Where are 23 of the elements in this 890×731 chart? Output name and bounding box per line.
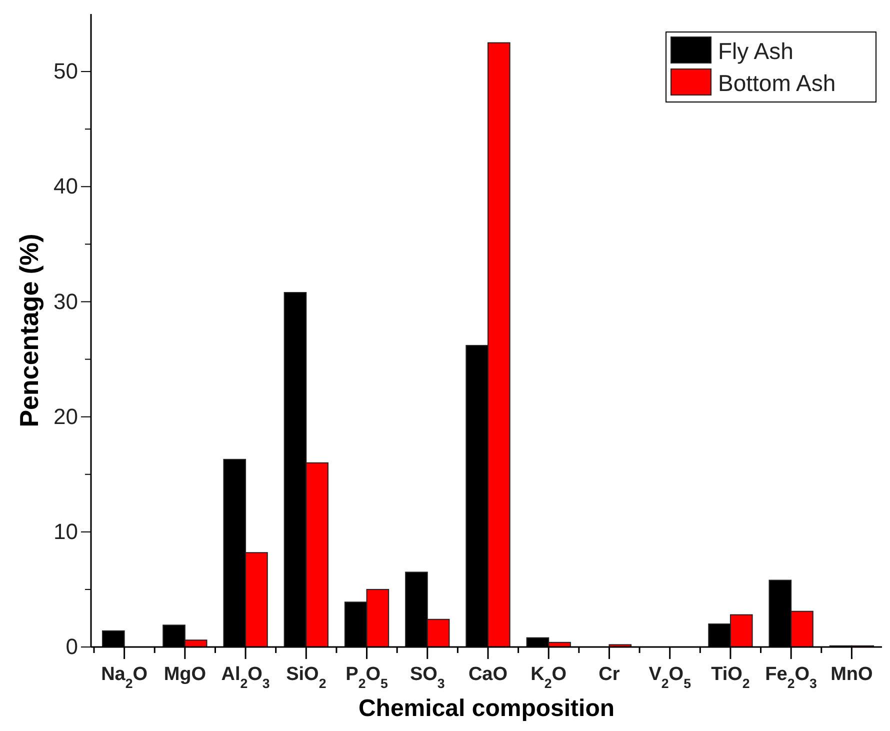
x-tick-label: SiO$_{2}$ xyxy=(286,664,326,690)
x-tick-label: Al$_{2}$O$_{3}$ xyxy=(221,664,270,690)
x-tick-label: K$_{2}$O xyxy=(530,664,567,690)
x-tick-label: MnO xyxy=(830,664,873,685)
x-tick-label: CaO xyxy=(468,664,508,685)
x-tick-label: MgO xyxy=(164,664,206,685)
x-tick-label: Fe$_{2}$O$_{3}$ xyxy=(765,664,817,690)
x-tick-label: Na$_{2}$O xyxy=(101,664,148,690)
y-tick-label: 0 xyxy=(66,634,78,660)
y-tick-label: 50 xyxy=(54,58,78,84)
y-tick-label: 40 xyxy=(54,174,78,199)
y-tick-label: 30 xyxy=(54,288,78,314)
y-axis-title: Pencentage (%) xyxy=(14,234,44,428)
x-axis-title: Chemical composition xyxy=(358,695,615,722)
x-tick-label: P$_{2}$O$_{5}$ xyxy=(346,664,389,690)
legend-label: Bottom Ash xyxy=(718,70,836,96)
x-tick-label: SO$_{3}$ xyxy=(410,664,445,690)
x-tick-label: V$_{2}$O$_{5}$ xyxy=(648,664,692,690)
y-tick-label: 10 xyxy=(54,518,78,544)
x-tick-label: TiO$_{2}$ xyxy=(711,664,750,690)
y-tick-label: 20 xyxy=(54,404,78,429)
x-tick-label: Cr xyxy=(598,664,620,685)
legend-label: Fly Ash xyxy=(718,38,794,64)
